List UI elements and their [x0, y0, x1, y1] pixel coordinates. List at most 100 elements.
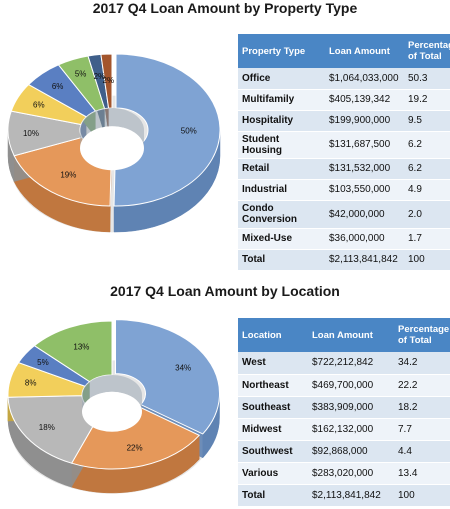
row-label: Midwest	[238, 418, 308, 441]
table-row: Retail $131,532,000 6.2	[238, 158, 450, 180]
row-label: Student Housing	[238, 131, 325, 159]
slice-label: 19%	[60, 170, 76, 179]
percentage-cell: 100	[404, 249, 450, 271]
property-type-panel: 2017 Q4 Loan Amount by Property Type 50%…	[7, 0, 450, 271]
property-type-donut-chart: 50% 19% 10% 6% 6% 5% 2%2%	[7, 53, 221, 233]
donut-hole	[80, 126, 144, 171]
loan-amount-cell: $405,139,342	[325, 89, 404, 111]
percentage-cell: 2.0	[404, 200, 450, 229]
column-header: Location	[238, 318, 308, 352]
loan-amount-cell: $36,000,000	[325, 228, 404, 250]
row-label: Hospitality	[238, 110, 325, 132]
row-label: Northeast	[238, 374, 308, 397]
percentage-cell: 34.2	[394, 352, 450, 375]
table-row: Various $283,020,000 13.4	[238, 462, 450, 485]
percentage-cell: 13.4	[394, 462, 450, 485]
donut-hole	[82, 391, 142, 432]
column-header: Percentage of Total	[404, 34, 450, 68]
column-header: Loan Amount	[308, 318, 394, 352]
slice-label: 6%	[33, 100, 45, 109]
percentage-cell: 7.7	[394, 418, 450, 441]
loan-amount-cell: $283,020,000	[308, 462, 394, 485]
slice-label: 10%	[23, 129, 39, 138]
loan-amount-cell: $383,909,000	[308, 396, 394, 419]
table-row: Northeast $469,700,000 22.2	[238, 374, 450, 397]
slice-label: 22%	[127, 443, 143, 452]
table-row: Multifamily $405,139,342 19.2	[238, 89, 450, 111]
row-label: West	[238, 352, 308, 375]
loan-amount-cell: $103,550,000	[325, 179, 404, 201]
table-row: Hospitality $199,900,000 9.5	[238, 110, 450, 132]
row-label: Mixed-Use	[238, 228, 325, 250]
row-label: Office	[238, 68, 325, 90]
slice-label: 2%	[103, 76, 115, 85]
loan-amount-cell: $469,700,000	[308, 374, 394, 397]
slice-label: 13%	[73, 342, 89, 351]
table-row: Office $1,064,033,000 50.3	[238, 68, 450, 90]
slice-label: 5%	[75, 70, 87, 79]
loan-amount-cell: $42,000,000	[325, 200, 404, 229]
column-header: Property Type	[238, 34, 325, 68]
table-row: Student Housing $131,687,500 6.2	[238, 131, 450, 159]
loan-amount-cell: $1,064,033,000	[325, 68, 404, 90]
table-total-row: Total $2,113,841,842 100	[238, 484, 450, 507]
loan-amount-cell: $131,532,000	[325, 158, 404, 180]
slice-label: 5%	[37, 358, 49, 367]
slice-0	[113, 53, 221, 207]
table-row: Midwest $162,132,000 7.7	[238, 418, 450, 441]
loan-amount-cell: $162,132,000	[308, 418, 394, 441]
location-donut-chart: 34% 22% 18% 8% 5% 13%	[7, 319, 220, 494]
row-label: Southwest	[238, 440, 308, 463]
table-total-row: Total $2,113,841,842 100	[238, 249, 450, 271]
slice-label: 6%	[52, 82, 64, 91]
slice-0	[115, 319, 220, 435]
location-panel: 2017 Q4 Loan Amount by Location 34% 22% 18…	[0, 283, 450, 509]
column-header: Loan Amount	[325, 34, 404, 68]
slice-label: 8%	[25, 379, 37, 388]
row-label: Industrial	[238, 179, 325, 201]
row-label: Total	[238, 249, 325, 271]
table-row: West $722,212,842 34.2	[238, 352, 450, 375]
loan-amount-cell: $92,868,000	[308, 440, 394, 463]
loan-amount-cell: $722,212,842	[308, 352, 394, 375]
row-label: Retail	[238, 158, 325, 180]
slice-label: 34%	[175, 364, 191, 373]
percentage-cell: 50.3	[404, 68, 450, 90]
location-table: Location Loan Amount Percentage of Total…	[238, 318, 450, 507]
percentage-cell: 4.4	[394, 440, 450, 463]
table-row: Mixed-Use $36,000,000 1.7	[238, 228, 450, 250]
percentage-cell: 4.9	[404, 179, 450, 201]
loan-amount-cell: $131,687,500	[325, 131, 404, 159]
percentage-cell: 100	[394, 484, 450, 507]
percentage-cell: 18.2	[394, 396, 450, 419]
percentage-cell: 9.5	[404, 110, 450, 132]
chart-title: 2017 Q4 Loan Amount by Location	[110, 283, 340, 299]
chart-title: 2017 Q4 Loan Amount by Property Type	[92, 0, 358, 16]
row-label: Various	[238, 462, 308, 485]
slice-label: 2%	[94, 72, 106, 81]
table-row: Industrial $103,550,000 4.9	[238, 179, 450, 201]
slice-label: 50%	[181, 127, 197, 136]
table-row: Southeast $383,909,000 18.2	[238, 396, 450, 419]
row-label: Southeast	[238, 396, 308, 419]
percentage-cell: 6.2	[404, 131, 450, 159]
column-header: Percentage of Total	[394, 318, 450, 352]
donut-hole-wall	[82, 375, 142, 412]
property-type-table: Property Type Loan Amount Percentage of …	[238, 34, 450, 271]
loan-amount-cell: $199,900,000	[325, 110, 404, 132]
slice-label: 18%	[39, 423, 55, 432]
donut-hole-wall	[80, 108, 144, 149]
loan-amount-cell: $2,113,841,842	[325, 249, 404, 271]
percentage-cell: 1.7	[404, 228, 450, 250]
percentage-cell: 19.2	[404, 89, 450, 111]
table-header-row: Location Loan Amount Percentage of Total	[238, 318, 450, 352]
table-header-row: Property Type Loan Amount Percentage of …	[238, 34, 450, 68]
percentage-cell: 22.2	[394, 374, 450, 397]
row-label: Condo Conversion	[238, 200, 325, 229]
row-label: Multifamily	[238, 89, 325, 111]
loan-amount-cell: $2,113,841,842	[308, 484, 394, 507]
percentage-cell: 6.2	[404, 158, 450, 180]
table-row: Southwest $92,868,000 4.4	[238, 440, 450, 463]
row-label: Total	[238, 484, 308, 507]
table-row: Condo Conversion $42,000,000 2.0	[238, 200, 450, 229]
